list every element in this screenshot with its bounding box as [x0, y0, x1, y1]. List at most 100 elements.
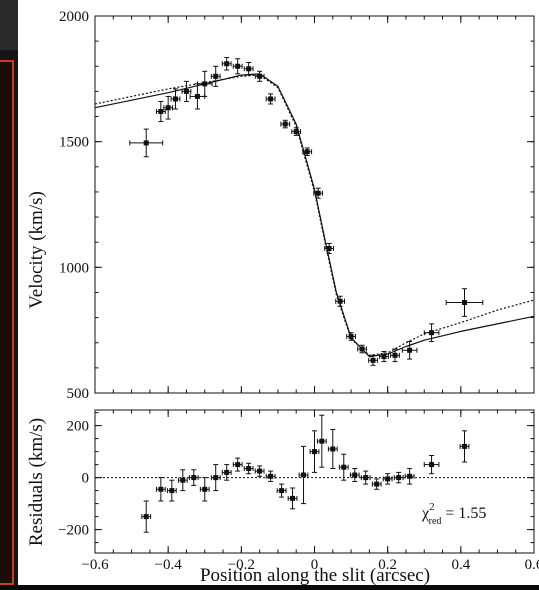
backdrop-panel: [0, 60, 14, 585]
velocity-data-point: [401, 340, 418, 360]
velocity-data-point: [445, 288, 484, 317]
velocity-data-point: [163, 95, 174, 120]
data-marker: [319, 438, 325, 444]
data-marker: [293, 129, 299, 135]
data-marker: [312, 449, 317, 455]
data-marker: [246, 66, 252, 72]
residual-xtick-label: 0: [311, 557, 319, 573]
velocity-data-point: [155, 100, 166, 123]
data-marker: [235, 63, 241, 69]
data-marker: [213, 73, 219, 79]
residual-data-point: [210, 464, 221, 492]
residual-data-point: [232, 457, 243, 472]
data-marker: [374, 481, 380, 487]
velocity-data-point: [243, 61, 254, 76]
data-marker: [429, 462, 435, 468]
data-marker: [341, 464, 347, 470]
residual-ytick-label: 0: [82, 471, 90, 487]
data-marker: [359, 346, 365, 352]
data-marker: [461, 300, 467, 306]
residual-data-point: [298, 445, 309, 505]
chi-squared-annotation: χ2 red = 1.55: [421, 501, 486, 527]
data-marker: [392, 352, 398, 358]
residual-data-point: [254, 465, 265, 477]
velocity-data-point: [324, 242, 335, 255]
residual-xtick-label: 0.4: [451, 557, 470, 573]
residual-data-point: [199, 477, 210, 502]
velocity-data-point: [335, 295, 345, 307]
velocity-data-point: [196, 70, 213, 97]
velocity-data-point: [129, 128, 164, 158]
residual-data-point: [327, 429, 338, 469]
data-marker: [301, 472, 307, 478]
velocity-ytick-label: 500: [67, 386, 90, 402]
residual-ytick-label: 200: [67, 419, 90, 435]
residual-data-point: [459, 430, 470, 463]
data-marker: [396, 475, 402, 481]
residual-data-point: [349, 468, 360, 482]
data-marker: [180, 477, 186, 483]
velocity-data-point: [181, 80, 192, 102]
figure: Velocity (km/s) 500 1000 1500 2000 Residual…: [18, 0, 539, 586]
data-marker: [169, 488, 175, 494]
data-marker: [348, 333, 354, 339]
residual-data-point: [276, 483, 287, 498]
velocity-data-point: [221, 56, 232, 71]
residual-xtick-label: 0.2: [378, 557, 397, 573]
data-marker: [165, 105, 171, 111]
data-marker: [213, 475, 219, 481]
residual-xtick-label: −0.4: [155, 557, 183, 573]
residual-data-point: [316, 414, 327, 468]
velocity-data-point: [313, 187, 324, 199]
data-marker: [363, 475, 369, 481]
residual-xtick-label: 0.6: [525, 557, 539, 573]
residual-data-point: [338, 453, 349, 481]
data-marker: [172, 96, 178, 102]
residual-data-point: [221, 464, 232, 481]
residual-data-point: [404, 468, 415, 485]
residual-data-point: [360, 470, 371, 485]
data-marker: [158, 109, 164, 115]
velocity-data-point: [254, 70, 265, 82]
velocity-data-point: [368, 354, 378, 366]
data-marker: [202, 81, 208, 87]
chi-symbol: χ: [421, 505, 430, 522]
residual-data-point: [287, 487, 298, 510]
velocity-data-point: [302, 147, 313, 156]
chi-superscript: 2: [429, 501, 435, 513]
residual-data-point: [423, 455, 440, 475]
residual-data-point: [265, 470, 276, 482]
data-marker: [461, 443, 467, 449]
data-marker: [224, 469, 230, 475]
data-marker: [282, 121, 288, 127]
residual-data-point: [382, 473, 393, 485]
velocity-data-point: [210, 65, 221, 87]
residual-data-point: [393, 471, 404, 484]
velocity-data-point: [280, 119, 291, 129]
chi-value: = 1.55: [441, 505, 486, 522]
residual-data-point: [188, 469, 199, 486]
data-marker: [337, 298, 343, 304]
backdrop-topbar: [0, 0, 18, 50]
residual-data-point: [243, 462, 254, 475]
residual-data-point: [177, 469, 188, 492]
data-marker: [235, 462, 241, 468]
data-marker: [143, 514, 149, 520]
data-marker: [381, 354, 387, 360]
residual-xtick-label: −0.2: [228, 557, 255, 573]
data-marker: [326, 245, 332, 251]
data-marker: [191, 475, 197, 481]
data-marker: [143, 140, 149, 146]
velocity-data-point: [379, 351, 389, 363]
residual-data-point: [141, 500, 152, 533]
data-marker: [370, 357, 376, 363]
velocity-data-point: [232, 58, 243, 75]
data-marker: [279, 488, 285, 494]
x-axis-label: Position along the slit (arcsec): [200, 565, 430, 585]
data-marker: [268, 96, 274, 102]
data-marker: [407, 347, 413, 353]
velocity-data-point: [170, 88, 181, 110]
data-marker: [385, 476, 391, 482]
data-marker: [158, 486, 164, 492]
velocity-data-point: [265, 93, 276, 105]
